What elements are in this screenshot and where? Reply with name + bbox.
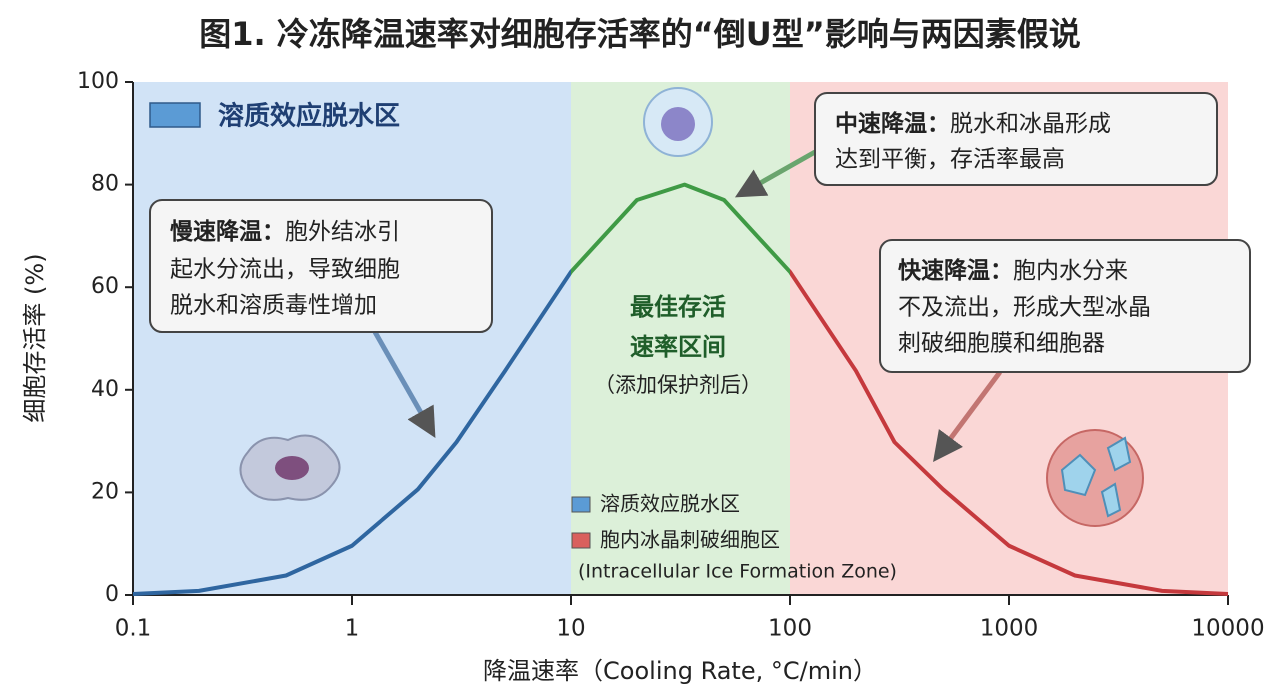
zone [133,82,571,595]
x-tick-label: 1 [345,616,360,642]
x-tick-label: 1000 [980,616,1039,642]
y-tick-label: 20 [91,479,119,504]
callout-title: 中速降温： [835,110,950,137]
zone [571,82,790,595]
x-axis-label: 降温速率（Cooling Rate, °C/min） [483,657,877,685]
center-label: 速率区间 [630,333,726,361]
y-tick-label: 80 [91,172,119,197]
callout-line: 胞外结冰引 [285,219,400,245]
callout-line: 达到平衡，存活率最高 [835,147,1065,173]
legend-label: 胞内冰晶刺破细胞区 [600,528,780,552]
zone-label-swatch [149,102,201,128]
x-tick-label: 0.1 [115,616,152,642]
callout-line: 不及流出，形成大型冰晶 [898,295,1151,321]
callout-mid: 中速降温：脱水和冰晶形成 达到平衡，存活率最高 [734,92,1218,198]
callout-line: 胞内水分来 [1013,258,1128,284]
callout-text: 快速降温：胞内水分来 [898,257,1128,284]
callout-line: 脱水和溶质毒性增加 [170,293,377,319]
legend-sublabel: (Intracellular Ice Formation Zone) [578,561,897,583]
y-tick-label: 40 [91,377,119,402]
center-label: 最佳存活 [630,293,726,321]
center-note: （添加保护剂后） [594,373,762,397]
y-tick-label: 60 [91,274,119,299]
ruptured-cell-icon [1046,429,1144,527]
callout-line: 脱水和冰晶形成 [950,111,1111,137]
x-tick-label: 100 [768,616,812,642]
shrunken-cell-icon [239,434,341,501]
legend-swatch [571,496,591,513]
callout-text: 慢速降温：胞外结冰引 [170,218,400,245]
y-tick-label: 100 [77,69,119,94]
callout-title: 慢速降温： [170,218,285,245]
callout-title: 快速降温： [898,257,1013,284]
callout-line: 刺破细胞膜和细胞器 [898,331,1105,357]
callout-text: 中速降温：脱水和冰晶形成 [835,110,1111,137]
zone-label: 溶质效应脱水区 [218,101,400,132]
chart-title: 图1. 冷冻降温速率对细胞存活率的“倒U型”影响与两因素假说 [199,15,1081,53]
y-axis-label: 细胞存活率 (%) [21,253,49,422]
x-tick-label: 10000 [1191,616,1264,642]
legend-label: 溶质效应脱水区 [600,492,740,516]
y-tick-label: 0 [105,582,119,607]
callout-slow: 慢速降温：胞外结冰引 起水分流出，导致细胞 脱水和溶质毒性增加 [149,199,493,439]
callout-fast: 快速降温：胞内水分来 不及流出，形成大型冰晶 刺破细胞膜和细胞器 [879,239,1251,463]
curve [132,182,1229,596]
callout-line: 起水分流出，导致细胞 [170,257,400,283]
cell-icon [643,87,713,157]
legend-swatch [571,532,591,549]
x-tick-label: 10 [556,616,585,642]
